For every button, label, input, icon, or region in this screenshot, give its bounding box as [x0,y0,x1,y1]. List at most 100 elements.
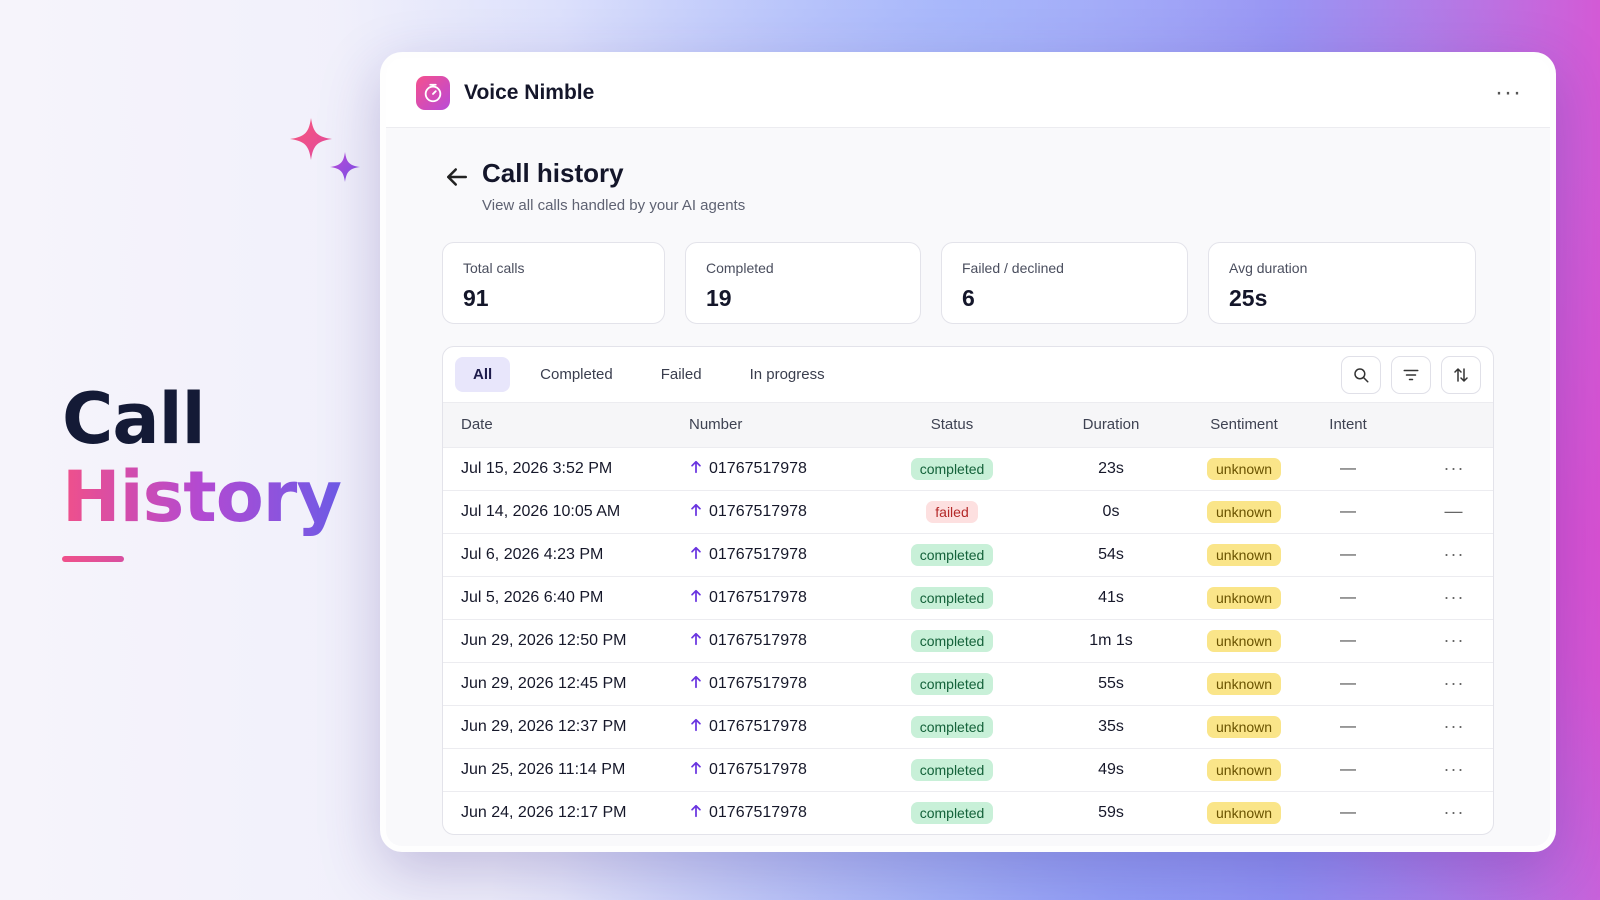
cell-number: 01767517978 [689,748,889,791]
sentiment-badge: unknown [1207,672,1282,695]
stat-label: Failed / declined [962,260,1064,276]
column-header-actions [1415,403,1493,447]
column-header-status[interactable]: Status [930,416,974,434]
toolbar-actions [1341,355,1481,394]
status-badge: completed [910,715,994,738]
more-horizontal-icon[interactable]: ··· [1495,78,1522,106]
stat-label: Completed [706,260,774,276]
column-header-number[interactable]: Number [689,416,743,434]
cell-sentiment: unknown [1207,791,1282,834]
row-more-icon[interactable]: ··· [1443,587,1465,607]
cell-sentiment: unknown [1207,533,1282,576]
cell-actions: ··· [1415,662,1493,705]
stats-row: Total calls 91 Completed 19 Failed / dec… [442,242,1494,324]
cell-number: 01767517978 [689,705,889,748]
cell-duration: 1m 1s [1089,631,1133,649]
status-badge: failed [926,500,978,523]
cell-intent: — [1340,674,1357,692]
stat-label: Total calls [463,260,525,276]
status-badge: completed [910,801,994,824]
table-row[interactable]: Jun 29, 2026 12:50 PM 01767517978 comple… [443,619,1493,662]
cell-intent: — [1340,803,1357,821]
table-header-row: Date Number Status Duration Sentiment In… [443,403,1493,447]
app-window: Voice Nimble ··· Call history View all c… [380,52,1556,852]
column-header-duration[interactable]: Duration [1082,416,1140,434]
tab-all[interactable]: All [455,357,511,392]
cell-number: 01767517978 [689,619,889,662]
cell-intent: — [1340,717,1357,735]
outbound-arrow-icon [691,718,701,731]
cell-actions: ··· [1415,447,1493,490]
table-row[interactable]: Jun 29, 2026 12:45 PM 01767517978 comple… [443,662,1493,705]
page-title: Call history [482,158,624,188]
table-toolbar: All Completed Failed In progress [443,347,1493,403]
sort-button[interactable] [1441,355,1481,394]
column-header-intent[interactable]: Intent [1329,416,1367,434]
column-header-sentiment[interactable]: Sentiment [1210,416,1278,434]
cell-sentiment: unknown [1207,447,1282,490]
table-row[interactable]: Jul 15, 2026 3:52 PM 01767517978 complet… [443,447,1493,490]
cell-duration: 49s [1098,760,1124,778]
table-row[interactable]: Jun 29, 2026 12:37 PM 01767517978 comple… [443,705,1493,748]
cell-duration: 59s [1098,803,1124,821]
table-row[interactable]: Jul 14, 2026 10:05 AM 01767517978 failed… [443,490,1493,533]
cell-status: completed [889,705,1015,748]
cell-date: Jun 25, 2026 11:14 PM [461,760,626,778]
cell-number-text: 01767517978 [709,545,807,563]
row-more-icon[interactable]: ··· [1443,673,1465,693]
cell-intent: — [1340,760,1357,778]
sort-arrows-icon [1454,367,1468,382]
status-badge: completed [910,586,994,609]
cell-date: Jul 14, 2026 10:05 AM [461,502,621,520]
stat-value: 6 [962,285,975,311]
call-history-table: Date Number Status Duration Sentiment In… [443,403,1493,834]
cell-status: completed [889,533,1015,576]
cell-sentiment: unknown [1207,490,1282,533]
cell-number-text: 01767517978 [709,502,807,520]
filter-icon [1403,369,1419,380]
cell-number-text: 01767517978 [709,631,807,649]
call-table-card: All Completed Failed In progress [442,346,1494,835]
app-titlebar: Voice Nimble ··· [386,58,1550,128]
column-header-date[interactable]: Date [461,416,493,434]
cell-number: 01767517978 [689,576,889,619]
cell-date: Jun 24, 2026 12:17 PM [461,803,627,821]
tab-in-progress[interactable]: In progress [749,366,825,383]
cell-actions: ··· [1415,748,1493,791]
row-more-icon[interactable]: ··· [1443,630,1465,650]
cell-duration: 41s [1098,588,1124,606]
status-badge: completed [910,543,994,566]
page-subtitle: View all calls handled by your AI agents [482,197,746,214]
back-arrow-icon[interactable] [442,162,472,192]
row-more-icon[interactable]: ··· [1443,759,1465,779]
cell-intent: — [1340,588,1357,606]
row-more-icon[interactable]: ··· [1443,802,1465,823]
cell-intent: — [1340,502,1357,520]
filter-button[interactable] [1391,355,1431,394]
row-more-icon[interactable]: ··· [1443,544,1465,564]
outbound-arrow-icon [691,804,701,817]
cell-number-text: 01767517978 [709,459,807,477]
cell-number: 01767517978 [689,533,889,576]
cell-date: Jul 6, 2026 4:23 PM [461,545,604,563]
outbound-arrow-icon [691,460,701,473]
table-row[interactable]: Jun 24, 2026 12:17 PM 01767517978 comple… [443,791,1493,834]
row-more-icon[interactable]: ··· [1443,716,1465,736]
tab-failed[interactable]: Failed [660,366,702,383]
table-row[interactable]: Jul 5, 2026 6:40 PM 01767517978 complete… [443,576,1493,619]
table-row[interactable]: Jul 6, 2026 4:23 PM 01767517978 complete… [443,533,1493,576]
cell-status: completed [889,576,1015,619]
tab-completed[interactable]: Completed [540,366,613,383]
cell-actions: ··· [1415,533,1493,576]
table-row[interactable]: Jun 25, 2026 11:14 PM 01767517978 comple… [443,748,1493,791]
search-button[interactable] [1341,355,1381,394]
outbound-arrow-icon [691,632,701,645]
row-more-icon: — [1444,501,1464,521]
cell-status: completed [889,791,1015,834]
row-more-icon[interactable]: ··· [1443,458,1465,478]
cell-duration: 55s [1098,674,1124,692]
cell-status: completed [889,662,1015,705]
cell-sentiment: unknown [1207,748,1282,791]
cell-date: Jul 15, 2026 3:52 PM [461,459,613,477]
cell-intent: — [1340,631,1357,649]
